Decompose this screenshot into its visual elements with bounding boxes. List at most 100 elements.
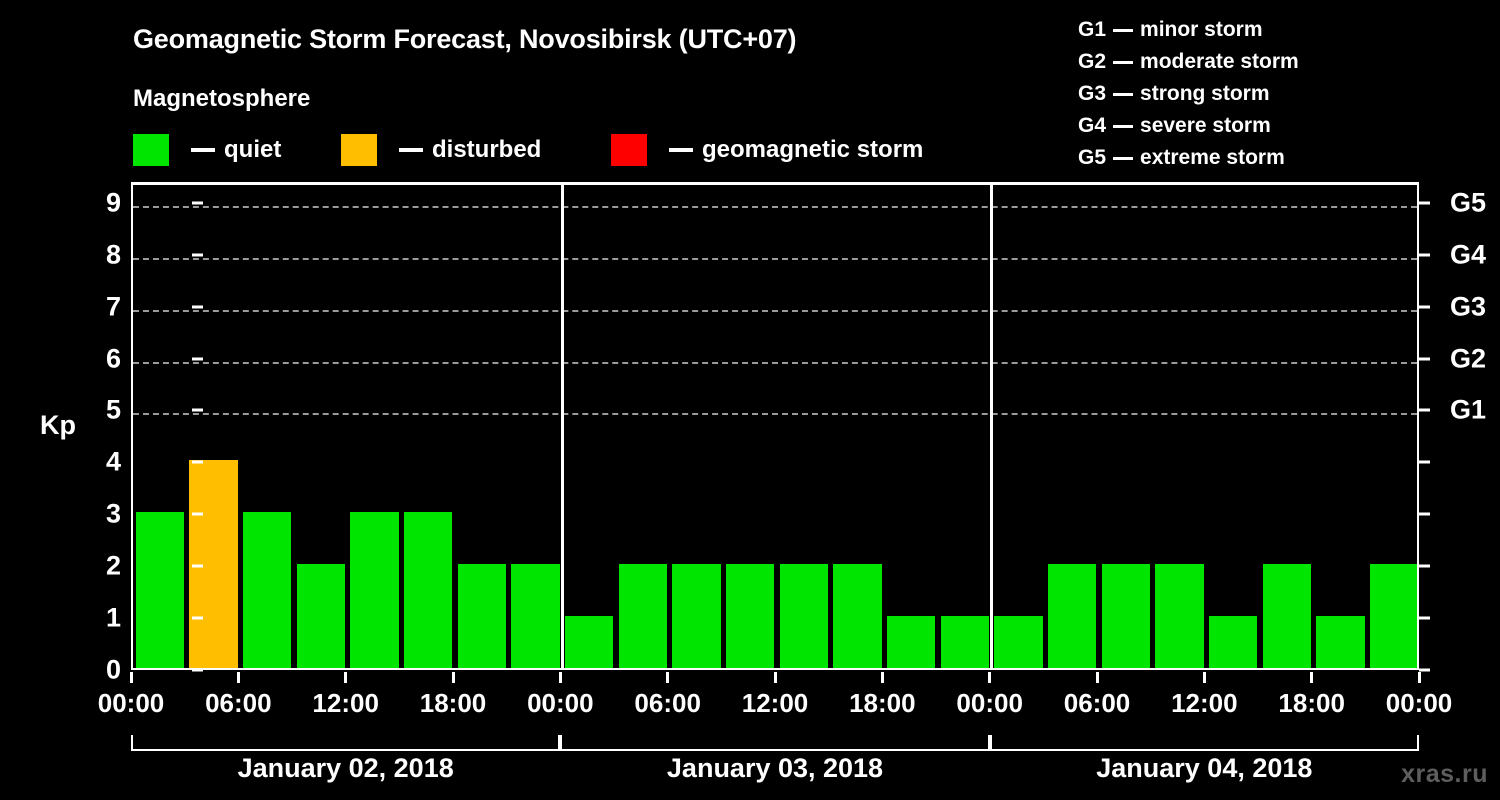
bar <box>725 564 775 668</box>
bar <box>1101 564 1151 668</box>
y-tick-mark <box>192 201 203 205</box>
g-legend-row-g3: G3 strong storm <box>1078 78 1299 110</box>
y-tick-label: 0 <box>105 654 121 685</box>
legend-entry-quiet: quiet <box>133 133 281 167</box>
g-legend-row-g4: G4 severe storm <box>1078 110 1299 142</box>
bar <box>1316 616 1365 668</box>
x-tick-label: 18:00 <box>419 688 487 718</box>
g-legend-desc: minor storm <box>1140 18 1263 41</box>
g-legend-dash-icon <box>1113 92 1134 96</box>
x-tick-label: 12:00 <box>741 688 809 718</box>
bar <box>1369 564 1417 668</box>
bar <box>296 564 346 668</box>
x-tick-mark <box>236 672 240 683</box>
y-axis-ticks: 0 1 2 3 4 5 6 7 8 9 <box>71 182 203 685</box>
x-tick-label: 12:00 <box>312 688 379 718</box>
g-legend-dash-icon <box>1113 156 1134 160</box>
y-tick-mark <box>192 253 203 257</box>
date-label: January 02, 2018 <box>237 753 454 783</box>
x-tick-mark <box>1417 672 1421 683</box>
g-legend-desc: severe storm <box>1140 114 1271 137</box>
chart-subtitle: Magnetosphere <box>133 85 311 112</box>
x-tick-mark <box>451 672 455 683</box>
legend-dash-icon <box>191 148 215 152</box>
page-title: Geomagnetic Storm Forecast, Novosibirsk … <box>133 24 797 54</box>
legend-dash-icon <box>669 148 693 152</box>
x-tick-mark <box>558 672 562 683</box>
bar <box>833 564 882 668</box>
x-tick-mark <box>344 672 348 683</box>
bar <box>886 616 936 668</box>
x-tick-label: 18:00 <box>849 688 916 718</box>
y-tick-mark <box>192 564 203 568</box>
bar <box>135 512 185 668</box>
legend-label: disturbed <box>432 136 542 163</box>
gridline-kp-6 <box>133 361 1417 364</box>
g-legend-desc: strong storm <box>1140 82 1270 105</box>
bar <box>403 512 453 668</box>
g-tick-mark <box>1419 357 1430 360</box>
g-legend-code: G2 <box>1078 50 1107 73</box>
date-bracket <box>989 735 1419 751</box>
legend-entry-disturbed: disturbed <box>341 133 541 167</box>
y-tick-label: 1 <box>105 602 121 633</box>
x-tick-mark <box>666 672 670 683</box>
bar <box>940 616 990 668</box>
g-legend-code: G5 <box>1078 146 1107 169</box>
g-legend-dash-icon <box>1113 124 1134 128</box>
right-tick-mark <box>1419 512 1430 516</box>
x-tick-mark <box>773 672 777 683</box>
y-tick-label: 7 <box>105 291 121 322</box>
bar <box>189 460 238 668</box>
x-tick-label: 06:00 <box>634 688 701 718</box>
g-tick-mark <box>1419 201 1430 205</box>
g-scale-legend: G1 minor storm G2 moderate storm G3 strong st… <box>1078 14 1299 174</box>
plot-area <box>131 182 1419 670</box>
y-tick-mark <box>192 305 203 309</box>
gridline-kp-9 <box>133 205 1417 208</box>
right-tick-mark <box>1419 668 1430 672</box>
g-axis-label-g3: G3 <box>1450 291 1487 322</box>
right-tick-mark <box>1419 616 1430 620</box>
x-tick-mark <box>1202 672 1206 683</box>
bar <box>457 564 507 668</box>
x-tick-mark <box>129 672 133 683</box>
disturbed-swatch <box>341 134 377 166</box>
bar <box>1262 564 1312 668</box>
y-tick-mark <box>192 460 203 464</box>
storm-swatch <box>611 134 647 166</box>
bar <box>672 564 721 668</box>
x-tick-label: 00:00 <box>527 688 594 718</box>
legend-label: geomagnetic storm <box>702 136 924 163</box>
y-tick-label: 2 <box>105 550 121 581</box>
legend-dash-icon <box>399 148 423 152</box>
x-tick-label: 18:00 <box>1278 688 1345 718</box>
x-tick-label: 00:00 <box>1385 688 1453 718</box>
x-tick-mark <box>880 672 884 683</box>
g-tick-mark <box>1419 253 1430 257</box>
bar <box>994 616 1043 668</box>
g-legend-row-g5: G5 extreme storm <box>1078 142 1299 174</box>
bar <box>350 512 399 668</box>
gridline-kp-8 <box>133 257 1417 260</box>
g-legend-desc: extreme storm <box>1140 146 1285 169</box>
bar-series <box>133 185 1417 668</box>
g-tick-mark <box>1419 408 1430 412</box>
g-legend-code: G3 <box>1078 82 1107 105</box>
y-tick-label: 3 <box>105 498 121 529</box>
y-tick-label: 8 <box>105 239 121 270</box>
bar <box>242 512 292 668</box>
bar <box>1208 616 1258 668</box>
g-legend-code: G4 <box>1078 114 1107 137</box>
legend-label: quiet <box>224 136 282 163</box>
y-tick-mark <box>192 616 203 620</box>
g-tick-mark <box>1419 305 1430 309</box>
watermark: xras.ru <box>1401 760 1488 788</box>
x-tick-mark <box>1095 672 1099 683</box>
g-legend-row-g2: G2 moderate storm <box>1078 46 1299 78</box>
g-legend-desc: moderate storm <box>1140 50 1299 73</box>
g-axis-ticks: G1 G2 G3 G4 G5 <box>1419 182 1499 672</box>
date-bracket <box>131 735 561 751</box>
bar <box>1155 564 1204 668</box>
